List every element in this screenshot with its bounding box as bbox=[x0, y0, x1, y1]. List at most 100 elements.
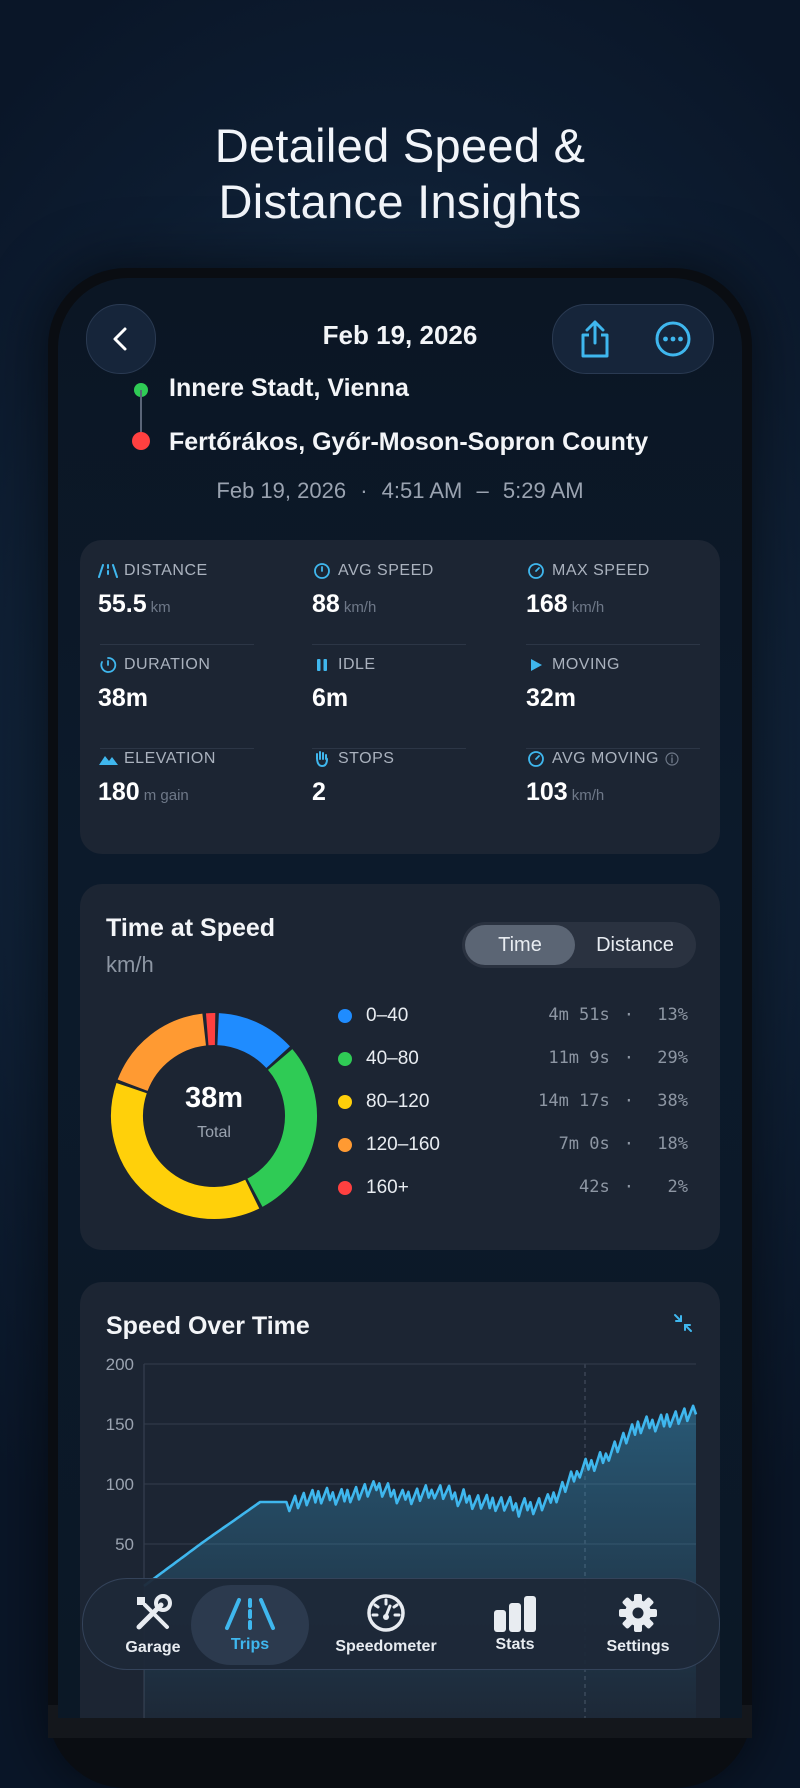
tab-stats[interactable]: Stats bbox=[465, 1579, 565, 1669]
donut-slice-0 bbox=[218, 1029, 278, 1057]
stat-label: AVG MOVING bbox=[552, 750, 659, 768]
header-actions bbox=[552, 304, 714, 374]
tab-trips-label: Trips bbox=[231, 1636, 269, 1654]
stat-value: 180 bbox=[98, 778, 140, 806]
hand-icon bbox=[312, 750, 332, 768]
road-icon bbox=[98, 562, 118, 580]
y-tick-label: 150 bbox=[106, 1415, 134, 1434]
legend-dot bbox=[338, 1095, 352, 1109]
info-icon bbox=[665, 752, 679, 766]
trip-date: Feb 19, 2026 bbox=[216, 478, 346, 503]
gauge-icon bbox=[526, 750, 546, 768]
stat-unit: km bbox=[151, 599, 171, 616]
mountain-icon bbox=[98, 750, 118, 768]
y-tick-label: 100 bbox=[106, 1475, 134, 1494]
share-button[interactable] bbox=[565, 305, 625, 373]
route-end: Fertőrákos, Győr-Moson-Sopron County bbox=[169, 428, 648, 457]
tab-settings-label: Settings bbox=[606, 1638, 669, 1656]
donut-center-value: 38m bbox=[94, 1082, 334, 1115]
stat-value: 32m bbox=[526, 684, 576, 712]
toggle-distance[interactable]: Distance bbox=[578, 925, 692, 965]
speedometer-icon bbox=[365, 1592, 407, 1634]
stat-value: 2 bbox=[312, 778, 326, 806]
legend-label: 0–40 bbox=[366, 1005, 408, 1027]
stat-value: 38m bbox=[98, 684, 148, 712]
stat-label: AVG SPEED bbox=[338, 562, 434, 580]
stat-label: ELEVATION bbox=[124, 750, 216, 768]
toggle-time[interactable]: Time bbox=[465, 925, 575, 965]
y-tick-label: 200 bbox=[106, 1355, 134, 1374]
stat-label: MAX SPEED bbox=[552, 562, 650, 580]
donut-center-label: Total bbox=[94, 1124, 334, 1142]
pause-icon bbox=[312, 656, 332, 674]
tab-stats-label: Stats bbox=[495, 1636, 534, 1654]
tools-icon bbox=[131, 1591, 175, 1635]
legend-dot bbox=[338, 1052, 352, 1066]
trip-detail-screen: Feb 19, 2026 Innere Stadt, Vienna Fertőr… bbox=[58, 278, 742, 1718]
road-icon bbox=[223, 1596, 277, 1632]
stat-label: STOPS bbox=[338, 750, 394, 768]
legend-value: 14m 17s·38% bbox=[538, 1091, 688, 1111]
legend-row: 0–40 4m 51s·13% bbox=[338, 1002, 688, 1030]
stat-stops: STOPS 2 bbox=[312, 750, 394, 807]
time-at-speed-unit: km/h bbox=[106, 952, 154, 978]
legend-dot bbox=[338, 1009, 352, 1023]
legend-value: 11m 9s·29% bbox=[548, 1048, 688, 1068]
stat-unit: km/h bbox=[572, 599, 605, 616]
end-pin-icon bbox=[132, 432, 150, 450]
more-button[interactable] bbox=[643, 305, 703, 373]
stat-value: 168 bbox=[526, 590, 568, 618]
bar-chart-icon bbox=[492, 1594, 538, 1632]
time-distance-toggle: Time Distance bbox=[462, 922, 696, 968]
legend-value: 4m 51s·13% bbox=[548, 1005, 688, 1025]
tab-garage-label: Garage bbox=[125, 1639, 180, 1657]
stat-unit: m gain bbox=[144, 787, 189, 804]
gauge-icon bbox=[526, 562, 546, 580]
route-line bbox=[140, 390, 142, 432]
time-at-speed-card: Time at Speed km/h Time Distance 38m Tot… bbox=[80, 884, 720, 1250]
stat-moving: MOVING 32m bbox=[526, 656, 620, 713]
speed-icon bbox=[312, 562, 332, 580]
time-at-speed-title: Time at Speed bbox=[106, 914, 275, 943]
headline: Detailed Speed & Distance Insights bbox=[0, 118, 800, 230]
stat-value: 88 bbox=[312, 590, 340, 618]
legend-dot bbox=[338, 1181, 352, 1195]
stat-label: MOVING bbox=[552, 656, 620, 674]
stat-value: 55.5 bbox=[98, 590, 147, 618]
legend-dot bbox=[338, 1138, 352, 1152]
tab-trips[interactable]: Trips bbox=[191, 1585, 309, 1665]
timer-icon bbox=[98, 656, 118, 674]
donut-slice-3 bbox=[133, 1030, 205, 1086]
legend-label: 160+ bbox=[366, 1177, 409, 1199]
route-start: Innere Stadt, Vienna bbox=[169, 374, 409, 403]
legend-value: 7m 0s·18% bbox=[559, 1134, 688, 1154]
tab-bar: Garage Trips Speedometer Stat bbox=[82, 1578, 720, 1670]
trip-end-time: 5:29 AM bbox=[503, 478, 584, 503]
stat-unit: km/h bbox=[344, 599, 377, 616]
legend-label: 40–80 bbox=[366, 1048, 419, 1070]
stat-unit: km/h bbox=[572, 787, 605, 804]
speed-area bbox=[144, 1406, 696, 1718]
tab-garage[interactable]: Garage bbox=[101, 1579, 205, 1669]
legend-value: 42s·2% bbox=[579, 1177, 688, 1197]
speed-donut-chart bbox=[94, 996, 334, 1236]
tab-speedometer[interactable]: Speedometer bbox=[317, 1579, 455, 1669]
stat-value: 103 bbox=[526, 778, 568, 806]
legend-row: 160+ 42s·2% bbox=[338, 1174, 688, 1202]
trip-times: Feb 19, 2026 · 4:51 AM – 5:29 AM bbox=[58, 478, 742, 504]
tab-settings[interactable]: Settings bbox=[579, 1579, 697, 1669]
gear-icon bbox=[617, 1592, 659, 1634]
play-icon bbox=[526, 656, 546, 674]
stat-label: IDLE bbox=[338, 656, 376, 674]
headline-line1: Detailed Speed & bbox=[0, 118, 800, 174]
